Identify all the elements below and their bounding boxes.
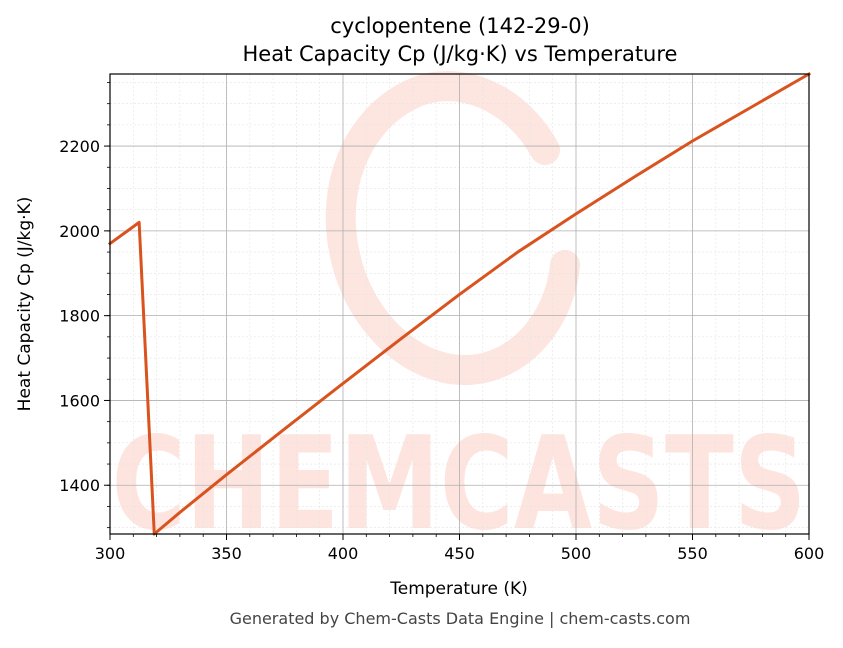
footer-credit: Generated by Chem-Casts Data Engine | ch… — [230, 609, 691, 628]
y-tick-label: 1600 — [59, 391, 100, 410]
x-tick-label: 450 — [444, 544, 475, 563]
chart-subtitle: Heat Capacity Cp (J/kg·K) vs Temperature — [243, 42, 678, 66]
x-tick-label: 400 — [328, 544, 359, 563]
y-tick-label: 2200 — [59, 137, 100, 156]
x-tick-label: 300 — [95, 544, 126, 563]
x-tick-label: 550 — [677, 544, 708, 563]
grid-major — [109, 74, 810, 534]
series-line-0 — [107, 71, 812, 536]
x-axis-label: Temperature (K) — [389, 579, 528, 599]
watermark-swirl-icon — [325, 71, 580, 385]
y-tick-label: 2000 — [59, 222, 100, 241]
chart-title: cyclopentene (142-29-0) — [330, 14, 590, 38]
x-tick-label: 600 — [794, 544, 825, 563]
x-tick-label: 350 — [211, 544, 242, 563]
y-tick-label: 1400 — [59, 476, 100, 495]
series-layer — [107, 71, 812, 536]
y-axis-ticks: 1400 1600 1800 2000 2200 — [59, 82, 110, 529]
y-axis-label: Heat Capacity Cp (J/kg·K) — [15, 197, 35, 412]
y-tick-label: 1800 — [59, 307, 100, 326]
x-axis-ticks: 300 350 400 450 500 550 600 — [95, 534, 825, 563]
x-tick-label: 500 — [561, 544, 592, 563]
